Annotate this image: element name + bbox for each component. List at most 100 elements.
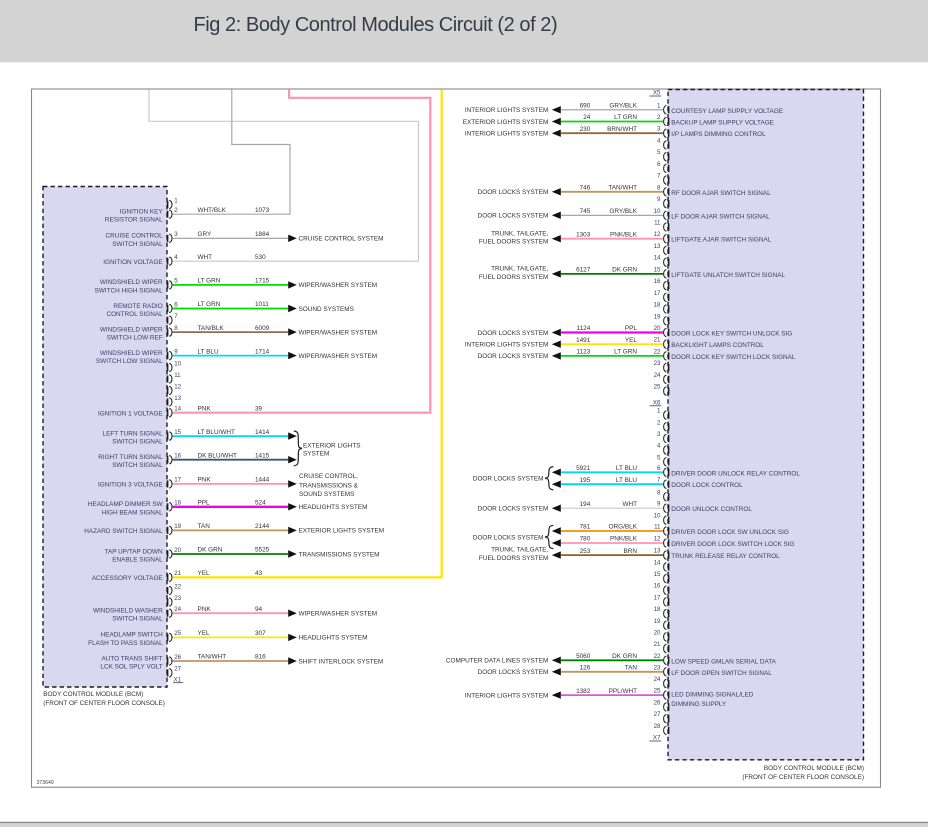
svg-text:DRIVER DOOR LOCK SW UNLOCK SIG: DRIVER DOOR LOCK SW UNLOCK SIG	[671, 529, 789, 536]
svg-text:816: 816	[255, 654, 266, 661]
svg-text:WIPER/WASHER SYSTEM: WIPER/WASHER SYSTEM	[299, 611, 378, 618]
svg-text:5: 5	[657, 454, 661, 461]
svg-text:307: 307	[255, 630, 266, 637]
svg-text:BODY CONTROL MODULE (BCM): BODY CONTROL MODULE (BCM)	[43, 691, 143, 698]
svg-text:RF DOOR AJAR SWITCH SIGNAL: RF DOOR AJAR SWITCH SIGNAL	[671, 190, 771, 197]
svg-text:19: 19	[654, 313, 661, 320]
svg-text:YEL: YEL	[625, 337, 638, 344]
svg-text:1414: 1414	[255, 429, 270, 436]
svg-text:LED DIMMING SIGNAL/LED: LED DIMMING SIGNAL/LED	[671, 692, 753, 699]
svg-text:20: 20	[174, 547, 181, 554]
svg-text:22: 22	[654, 653, 661, 660]
svg-text:DRIVER DOOR LOCK SWITCH LOCK S: DRIVER DOOR LOCK SWITCH LOCK SIG	[671, 541, 794, 548]
svg-text:21: 21	[174, 570, 181, 577]
svg-text:2: 2	[657, 419, 661, 426]
svg-text:2144: 2144	[255, 523, 270, 530]
svg-text:39: 39	[255, 405, 263, 412]
svg-text:5: 5	[174, 278, 178, 285]
svg-text:DOOR LOCK KEY SWITCH UNLOCK SI: DOOR LOCK KEY SWITCH UNLOCK SIG	[671, 331, 792, 338]
svg-text:BACKLIGHT LAMPS CONTROL: BACKLIGHT LAMPS CONTROL	[671, 342, 764, 349]
svg-text:126: 126	[580, 665, 591, 672]
svg-text:DOOR LOCK KEY SWITCH LOCK SIGN: DOOR LOCK KEY SWITCH LOCK SIGNAL	[671, 354, 796, 361]
svg-text:18: 18	[654, 302, 661, 309]
svg-text:PNK: PNK	[198, 606, 212, 613]
svg-text:4: 4	[657, 443, 661, 450]
svg-text:GRY/BLK: GRY/BLK	[609, 208, 637, 215]
svg-text:17: 17	[654, 290, 661, 297]
svg-text:ENABLE SIGNAL: ENABLE SIGNAL	[112, 557, 163, 564]
svg-text:26: 26	[174, 654, 181, 661]
svg-text:23: 23	[654, 360, 661, 367]
svg-text:8: 8	[174, 325, 178, 332]
svg-text:FUEL DOORS SYSTEM: FUEL DOORS SYSTEM	[479, 274, 548, 281]
svg-text:94: 94	[255, 606, 263, 613]
svg-text:9: 9	[657, 196, 661, 203]
svg-text:WHT: WHT	[198, 254, 213, 261]
svg-text:5: 5	[657, 149, 661, 156]
svg-text:LT BLU: LT BLU	[616, 465, 637, 472]
svg-text:2: 2	[174, 207, 178, 214]
svg-text:DOOR LOCKS SYSTEM: DOOR LOCKS SYSTEM	[478, 506, 549, 513]
svg-text:1491: 1491	[576, 337, 591, 344]
svg-text:10: 10	[654, 513, 661, 520]
svg-text:690: 690	[580, 103, 591, 110]
svg-text:(FRONT OF CENTER FLOOR CONSOLE: (FRONT OF CENTER FLOOR CONSOLE)	[742, 774, 864, 781]
svg-text:194: 194	[580, 501, 591, 508]
svg-text:HEADLAMP SWITCH: HEADLAMP SWITCH	[101, 632, 163, 639]
svg-text:17: 17	[174, 477, 181, 484]
svg-text:LT GRN: LT GRN	[614, 114, 637, 121]
svg-text:12: 12	[174, 383, 181, 390]
svg-text:23: 23	[654, 664, 661, 671]
svg-text:1: 1	[174, 197, 178, 204]
svg-text:IGNITION 3 VOLTAGE: IGNITION 3 VOLTAGE	[98, 482, 163, 489]
svg-text:7: 7	[174, 313, 178, 320]
svg-text:LIFTGATE UNLATCH SWITCH SIGNAL: LIFTGATE UNLATCH SWITCH SIGNAL	[671, 272, 785, 279]
svg-text:CONTROL SIGNAL: CONTROL SIGNAL	[106, 311, 163, 318]
svg-text:14: 14	[654, 255, 661, 262]
svg-text:DIMMING SUPPLY: DIMMING SUPPLY	[671, 701, 727, 708]
svg-text:RESISTOR SIGNAL: RESISTOR SIGNAL	[105, 217, 163, 224]
svg-text:780: 780	[580, 536, 591, 543]
svg-text:FUEL DOORS SYSTEM: FUEL DOORS SYSTEM	[479, 239, 548, 246]
svg-text:TRANSMISSIONS SYSTEM: TRANSMISSIONS SYSTEM	[299, 551, 380, 558]
svg-text:WIPER/WASHER SYSTEM: WIPER/WASHER SYSTEM	[299, 329, 378, 336]
svg-text:10: 10	[654, 208, 661, 215]
svg-text:8: 8	[657, 489, 661, 496]
svg-text:X6: X6	[653, 399, 661, 406]
svg-text:13: 13	[654, 243, 661, 250]
svg-text:LIFTGATE AJAR SWITCH SIGNAL: LIFTGATE AJAR SWITCH SIGNAL	[671, 237, 771, 244]
svg-text:7: 7	[657, 173, 661, 180]
svg-text:11: 11	[654, 524, 661, 531]
svg-text:X1: X1	[174, 676, 182, 683]
svg-text:6: 6	[174, 301, 178, 308]
svg-text:16: 16	[654, 278, 661, 285]
svg-text:BACKUP LAMP SUPPLY VOLTAGE: BACKUP LAMP SUPPLY VOLTAGE	[671, 120, 774, 127]
svg-text:SOUND SYSTEMS: SOUND SYSTEMS	[299, 306, 354, 313]
svg-text:24: 24	[583, 114, 591, 121]
svg-text:1382: 1382	[576, 688, 591, 695]
svg-text:WINDSHIELD WIPER: WINDSHIELD WIPER	[100, 279, 163, 286]
svg-text:745: 745	[580, 208, 591, 215]
svg-text:GRY/BLK: GRY/BLK	[609, 103, 637, 110]
svg-text:4: 4	[174, 254, 178, 261]
svg-text:17: 17	[654, 594, 661, 601]
svg-text:25: 25	[654, 384, 661, 391]
svg-text:3: 3	[657, 431, 661, 438]
svg-text:HEADLIGHTS SYSTEM: HEADLIGHTS SYSTEM	[299, 504, 368, 511]
svg-text:SWITCH SIGNAL: SWITCH SIGNAL	[112, 616, 163, 623]
svg-text:SYSTEM: SYSTEM	[303, 451, 329, 458]
svg-text:524: 524	[255, 500, 266, 507]
svg-text:EXTERIOR LIGHTS SYSTEM: EXTERIOR LIGHTS SYSTEM	[463, 119, 549, 126]
svg-text:AUTO TRANS SHIFT: AUTO TRANS SHIFT	[101, 655, 162, 662]
svg-text:SWITCH LOW REF: SWITCH LOW REF	[107, 335, 163, 342]
svg-text:DOOR LOCKS SYSTEM: DOOR LOCKS SYSTEM	[478, 353, 549, 360]
svg-text:7: 7	[657, 477, 661, 484]
svg-text:DOOR LOCKS SYSTEM: DOOR LOCKS SYSTEM	[473, 534, 544, 541]
svg-text:27: 27	[174, 666, 181, 673]
svg-text:DK BLU/WHT: DK BLU/WHT	[198, 452, 238, 459]
svg-text:5525: 5525	[255, 547, 270, 554]
svg-text:CRUISE CONTROL,: CRUISE CONTROL,	[299, 473, 358, 480]
svg-text:TAP UP/TAP DOWN: TAP UP/TAP DOWN	[105, 548, 163, 555]
svg-text:BRN: BRN	[624, 548, 638, 555]
svg-text:COURTESY LAMP SUPPLY VOLTAGE: COURTESY LAMP SUPPLY VOLTAGE	[671, 108, 783, 115]
